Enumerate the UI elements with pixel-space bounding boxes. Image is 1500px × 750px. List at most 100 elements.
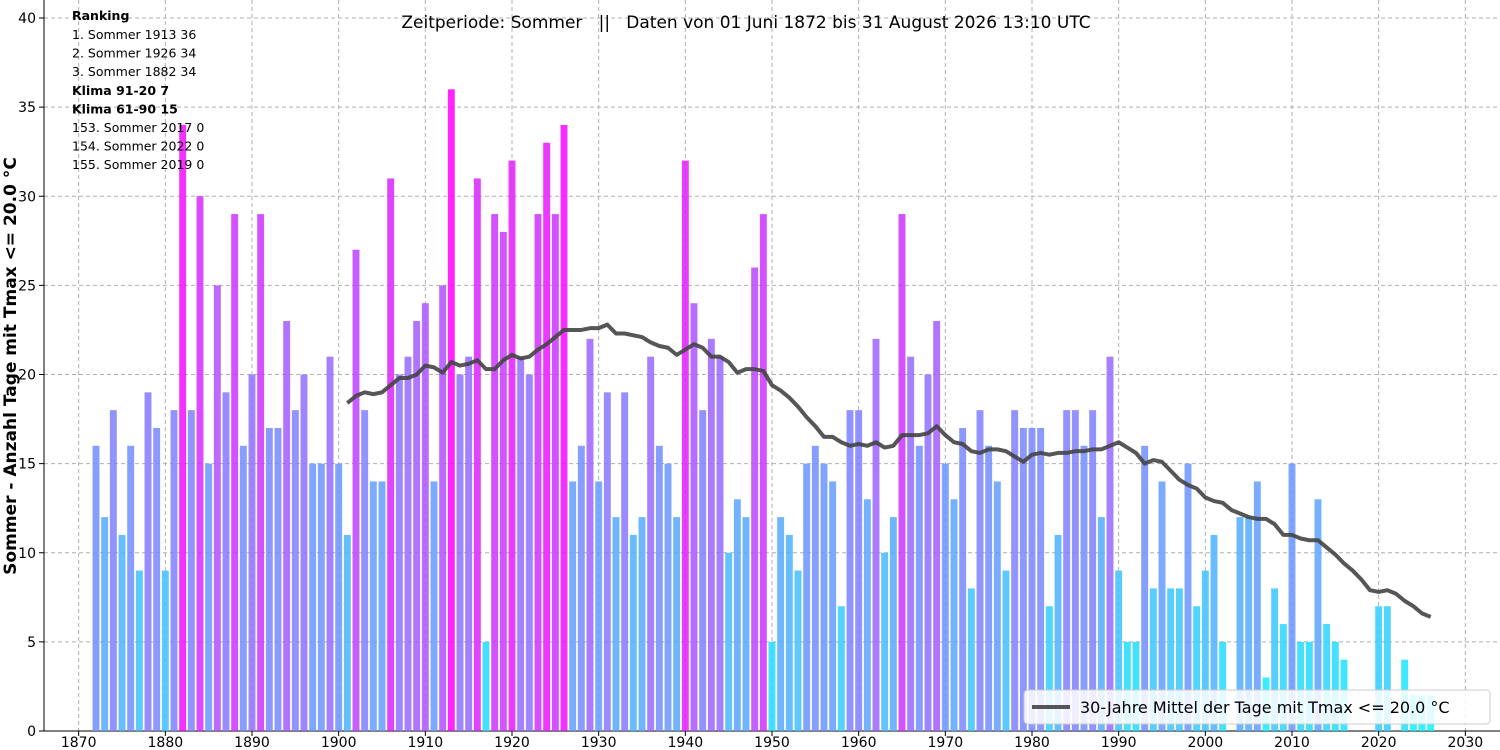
x-tick-label: 1990 [1101, 735, 1137, 750]
bar-1989 [1106, 356, 1114, 731]
bar-1980 [1028, 427, 1036, 731]
bar-1930 [595, 481, 603, 731]
bar-1981 [1037, 427, 1045, 731]
bar-1932 [612, 517, 620, 731]
bar-1905 [378, 481, 386, 731]
bar-1970 [941, 463, 949, 732]
x-tick-label: 1980 [1014, 735, 1050, 750]
bar-1990 [1115, 570, 1123, 731]
bar-1892 [265, 427, 273, 731]
bar-1982 [1045, 606, 1053, 731]
bar-1972 [959, 427, 967, 731]
bar-1929 [586, 338, 594, 731]
bar-2001 [1210, 534, 1218, 731]
ranking-line: 153. Sommer 2017 0 [72, 120, 204, 135]
bar-1967 [915, 445, 923, 731]
bar-1890 [248, 374, 256, 731]
x-tick-label: 1930 [581, 735, 617, 750]
bars [92, 89, 1435, 732]
bar-1915 [465, 356, 473, 731]
bar-2008 [1271, 588, 1279, 731]
legend-label: 30-Jahre Mittel der Tage mit Tmax <= 20.… [1080, 698, 1450, 717]
bar-1975 [985, 445, 993, 731]
y-tick-label: 0 [27, 724, 36, 740]
bar-1881 [170, 410, 178, 731]
bar-1888 [231, 214, 239, 731]
x-tick-label: 1880 [148, 735, 184, 750]
bar-1934 [629, 534, 637, 731]
bar-1902 [352, 249, 360, 731]
bar-1947 [742, 517, 750, 731]
bar-1993 [1141, 445, 1149, 731]
bar-1935 [638, 517, 646, 731]
bar-1999 [1193, 606, 1201, 731]
x-tick-label: 1890 [234, 735, 270, 750]
bar-1907 [395, 374, 403, 731]
bar-1973 [967, 588, 975, 731]
ranking-line: Klima 61-90 15 [72, 101, 178, 116]
bar-1957 [829, 481, 837, 731]
bar-1885 [205, 463, 213, 732]
bar-1880 [161, 570, 169, 731]
bar-1988 [1097, 517, 1105, 731]
bar-1909 [413, 321, 421, 731]
bar-2009 [1279, 624, 1287, 731]
bar-1961 [863, 499, 871, 731]
moving-average-line-group [346, 322, 1432, 619]
bar-1889 [239, 445, 247, 731]
bar-1917 [482, 641, 490, 732]
bar-1939 [673, 517, 681, 731]
ranking-heading: Ranking [72, 8, 129, 23]
x-tick-label: 2020 [1361, 735, 1397, 750]
bar-1914 [456, 374, 464, 731]
bar-1971 [950, 499, 958, 731]
y-tick-label: 30 [18, 189, 36, 205]
bar-1943 [707, 338, 715, 731]
ranking-line: Klima 91-20 7 [72, 83, 169, 98]
y-tick-label: 5 [27, 635, 36, 651]
ranking-line: 3. Sommer 1882 34 [72, 64, 196, 79]
bar-1963 [881, 552, 889, 731]
bar-1927 [569, 481, 577, 731]
bar-2010 [1288, 463, 1296, 732]
bar-1995 [1158, 481, 1166, 731]
bar-1992 [1132, 641, 1140, 732]
bar-1920 [508, 160, 516, 732]
ranking-line: 1. Sommer 1913 36 [72, 27, 196, 42]
x-tick-label: 2000 [1188, 735, 1224, 750]
bar-1941 [690, 303, 698, 731]
y-tick-label: 10 [18, 546, 36, 562]
y-tick-label: 25 [18, 278, 36, 294]
bar-1897 [309, 463, 317, 732]
moving-average-line [346, 322, 1432, 619]
bar-1942 [699, 410, 707, 731]
bar-1979 [1019, 427, 1027, 731]
bar-1944 [716, 356, 724, 731]
bar-1985 [1071, 410, 1079, 731]
bar-1901 [343, 534, 351, 731]
y-tick-label: 35 [18, 100, 36, 116]
bar-1965 [898, 214, 906, 731]
bar-2004 [1236, 517, 1244, 731]
bar-1978 [1011, 410, 1019, 731]
bar-1994 [1149, 588, 1157, 731]
bar-1968 [924, 374, 932, 731]
bar-2012 [1305, 641, 1313, 732]
bar-2014 [1323, 624, 1331, 731]
bar-1898 [317, 463, 325, 732]
bar-2015 [1331, 641, 1339, 732]
y-tick-labels: 0 5 10 15 20 25 30 35 40 [18, 11, 44, 740]
bar-1877 [135, 570, 143, 731]
bar-2020 [1375, 606, 1383, 731]
bar-1931 [603, 392, 611, 731]
bar-1996 [1167, 588, 1175, 731]
bar-2011 [1297, 641, 1305, 732]
bar-1974 [976, 410, 984, 731]
y-tick-label: 40 [18, 11, 36, 27]
bar-1882 [179, 124, 187, 731]
x-tick-label: 1910 [408, 735, 444, 750]
bar-1983 [1054, 534, 1062, 731]
x-tick-label: 2010 [1274, 735, 1310, 750]
bar-1896 [300, 374, 308, 731]
bar-2005 [1245, 517, 1253, 731]
